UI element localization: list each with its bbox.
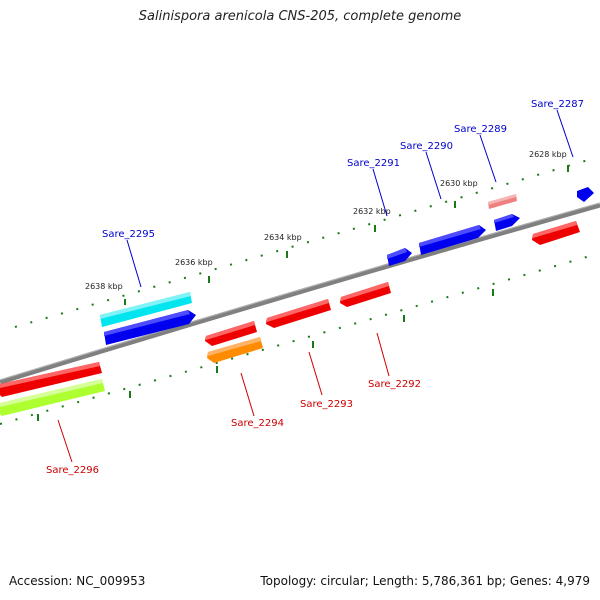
gene-red-right[interactable] [532, 221, 580, 245]
gene-label-sare-2292[interactable]: Sare_2292 [368, 379, 421, 390]
reverse-label-leaders [57, 332, 390, 463]
gene-sare-2289[interactable] [488, 194, 517, 209]
gene-sare-2291[interactable] [387, 248, 412, 266]
reverse-scale-arc [0, 255, 591, 425]
map-title: Salinispora arenicola CNS-205, complete … [138, 9, 462, 24]
gene-label-sare-2291[interactable]: Sare_2291 [347, 158, 400, 169]
scale-label: 2634 kbp [264, 233, 302, 242]
gene-label-sare-2296[interactable]: Sare_2296 [46, 465, 99, 476]
gene-red-2294a[interactable] [205, 321, 257, 346]
gene-sare-2290[interactable] [419, 225, 486, 255]
gene-label-sare-2295[interactable]: Sare_2295 [102, 229, 155, 240]
gene-sare-2287[interactable] [577, 187, 594, 202]
reverse-genes [0, 221, 580, 416]
accession-text: Accession: NC_009953 [9, 574, 146, 588]
gene-sare-2294[interactable] [207, 337, 263, 363]
gene-label-sare-2293[interactable]: Sare_2293 [300, 399, 353, 410]
gene-label-sare-2290[interactable]: Sare_2290 [400, 141, 453, 152]
forward-scale-arc [14, 157, 596, 328]
scale-label: 2636 kbp [175, 258, 213, 267]
gene-label-sare-2289[interactable]: Sare_2289 [454, 124, 507, 135]
gene-sare-2293[interactable] [266, 299, 331, 328]
gene-blue-large[interactable] [104, 310, 196, 345]
gene-sare-2292[interactable] [340, 282, 391, 307]
genome-backbone [0, 202, 600, 385]
gene-label-sare-2287[interactable]: Sare_2287 [531, 99, 584, 110]
scale-label: 2630 kbp [440, 179, 478, 188]
gene-blue-small-a[interactable] [494, 214, 520, 231]
reverse-major-ticks [37, 289, 494, 421]
genome-summary-text: Topology: circular; Length: 5,786,361 bp… [260, 574, 590, 588]
scale-label: 2632 kbp [353, 207, 391, 216]
forward-major-ticks [124, 165, 569, 305]
gene-sare-2295[interactable] [100, 292, 192, 327]
gene-red-2296a[interactable] [0, 362, 102, 397]
forward-label-leaders [126, 109, 574, 288]
gene-sare-2296[interactable] [0, 379, 105, 416]
scale-label: 2638 kbp [85, 282, 123, 291]
scale-label: 2628 kbp [529, 150, 567, 159]
forward-genes [100, 187, 594, 345]
gene-label-sare-2294[interactable]: Sare_2294 [231, 418, 284, 429]
